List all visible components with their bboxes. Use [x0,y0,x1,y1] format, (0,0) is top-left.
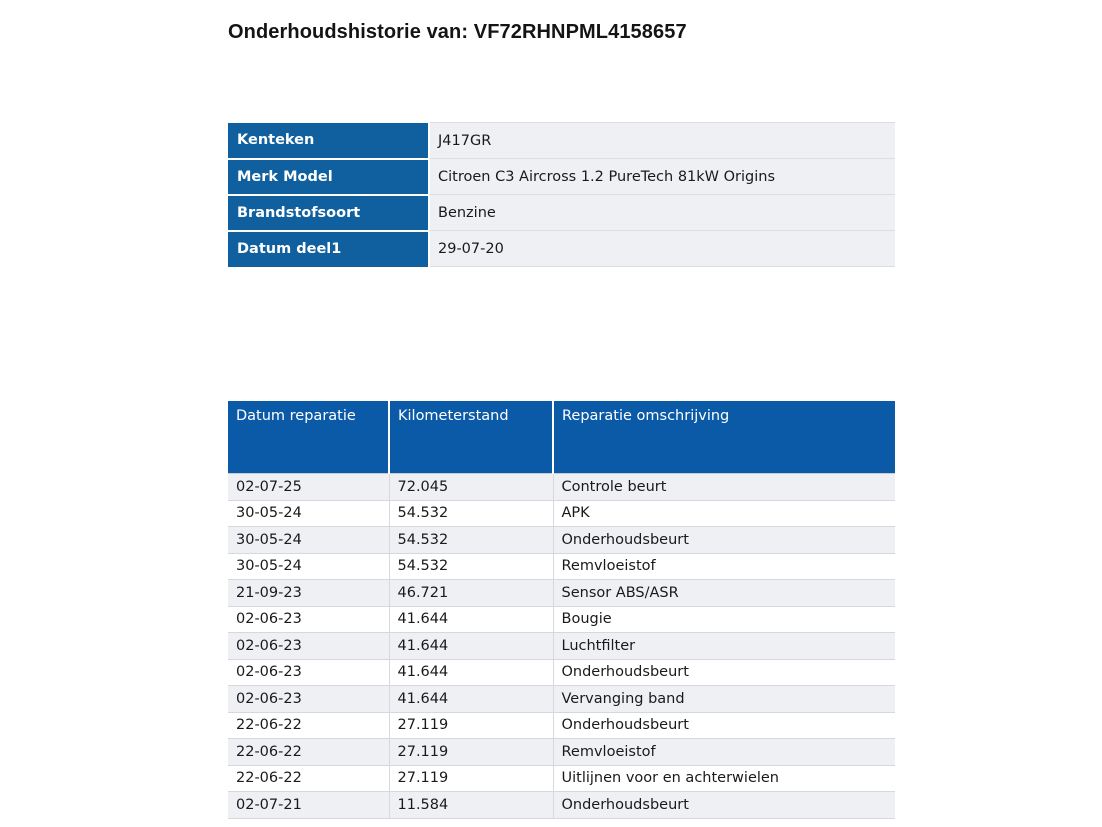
vehicle-info-label: Datum deel1 [228,230,429,267]
page-title: Onderhoudshistorie van: VF72RHNPML415865… [228,21,687,44]
cell-mileage: 27.119 [389,738,554,766]
vehicle-info-label: Merk Model [228,158,429,196]
table-row: 30-05-24 54.532 Remvloeistof [228,553,895,580]
repair-history-body: 02-07-25 72.045 Controle beurt 30-05-24 54.5… [228,473,895,819]
cell-mileage: 46.721 [389,579,554,607]
repair-history-header-row: Datum reparatie Kilometerstand Reparatie o… [228,401,895,474]
vehicle-info-label: Kenteken [228,122,429,160]
table-row: 22-06-22 27.119 Onderhoudsbeurt [228,712,895,739]
cell-description: Remvloeistof [553,738,895,766]
vehicle-info-body: Kenteken J417GR Merk Model Citroen C3 Aircr… [228,122,895,267]
cell-mileage: 27.119 [389,712,554,739]
cell-date: 02-06-23 [228,659,390,686]
vehicle-info-table: Kenteken J417GR Merk Model Citroen C3 Aircr… [228,122,895,267]
vehicle-info-value: Citroen C3 Aircross 1.2 PureTech 81kW Or… [428,158,895,195]
cell-mileage: 72.045 [389,473,554,501]
cell-date: 22-06-22 [228,712,390,739]
table-row: 02-06-23 41.644 Vervanging band [228,685,895,713]
column-header-mileage[interactable]: Kilometerstand [389,401,554,474]
cell-mileage: 41.644 [389,685,554,713]
cell-mileage: 41.644 [389,632,554,660]
cell-mileage: 27.119 [389,765,554,792]
cell-date: 02-06-23 [228,685,390,713]
cell-date: 21-09-23 [228,579,390,607]
cell-mileage: 41.644 [389,659,554,686]
cell-description: Bougie [553,606,895,633]
cell-description: Controle beurt [553,473,895,501]
vehicle-info-value: J417GR [428,122,895,159]
vehicle-info-value: Benzine [428,194,895,231]
table-row: 21-09-23 46.721 Sensor ABS/ASR [228,579,895,607]
cell-description: Sensor ABS/ASR [553,579,895,607]
cell-description: Uitlijnen voor en achterwielen [553,765,895,792]
cell-date: 02-06-23 [228,632,390,660]
cell-date: 22-06-22 [228,765,390,792]
vehicle-info-row: Merk Model Citroen C3 Aircross 1.2 PureTe… [228,158,895,196]
cell-date: 02-07-25 [228,473,390,501]
cell-mileage: 54.532 [389,526,554,554]
cell-description: Onderhoudsbeurt [553,659,895,686]
cell-description: Remvloeistof [553,553,895,580]
vehicle-info-row: Brandstofsoort Benzine [228,194,895,232]
cell-date: 30-05-24 [228,500,390,527]
table-row: 22-06-22 27.119 Remvloeistof [228,738,895,766]
column-header-date[interactable]: Datum reparatie [228,401,390,474]
table-row: 30-05-24 54.532 APK [228,500,895,527]
table-row: 02-06-23 41.644 Luchtfilter [228,632,895,660]
cell-date: 02-06-23 [228,606,390,633]
vehicle-info-label: Brandstofsoort [228,194,429,232]
cell-mileage: 41.644 [389,606,554,633]
table-row: 30-05-24 54.532 Onderhoudsbeurt [228,526,895,554]
cell-description: Onderhoudsbeurt [553,791,895,819]
column-header-description[interactable]: Reparatie omschrijving [553,401,895,474]
cell-description: Onderhoudsbeurt [553,526,895,554]
table-row: 22-06-22 27.119 Uitlijnen voor en achterwi… [228,765,895,792]
vehicle-info-value: 29-07-20 [428,230,895,267]
vehicle-info-row: Datum deel1 29-07-20 [228,230,895,267]
cell-description: APK [553,500,895,527]
table-row: 02-07-21 11.584 Onderhoudsbeurt [228,791,895,819]
repair-history-head: Datum reparatie Kilometerstand Reparatie o… [228,401,895,474]
cell-mileage: 54.532 [389,553,554,580]
cell-mileage: 54.532 [389,500,554,527]
cell-date: 30-05-24 [228,526,390,554]
cell-mileage: 11.584 [389,791,554,819]
table-row: 02-07-25 72.045 Controle beurt [228,473,895,501]
cell-description: Vervanging band [553,685,895,713]
vehicle-info-row: Kenteken J417GR [228,122,895,160]
table-row: 02-06-23 41.644 Onderhoudsbeurt [228,659,895,686]
cell-date: 30-05-24 [228,553,390,580]
repair-history-table: Datum reparatie Kilometerstand Reparatie o… [228,401,895,819]
table-row: 02-06-23 41.644 Bougie [228,606,895,633]
cell-date: 22-06-22 [228,738,390,766]
cell-date: 02-07-21 [228,791,390,819]
cell-description: Luchtfilter [553,632,895,660]
cell-description: Onderhoudsbeurt [553,712,895,739]
